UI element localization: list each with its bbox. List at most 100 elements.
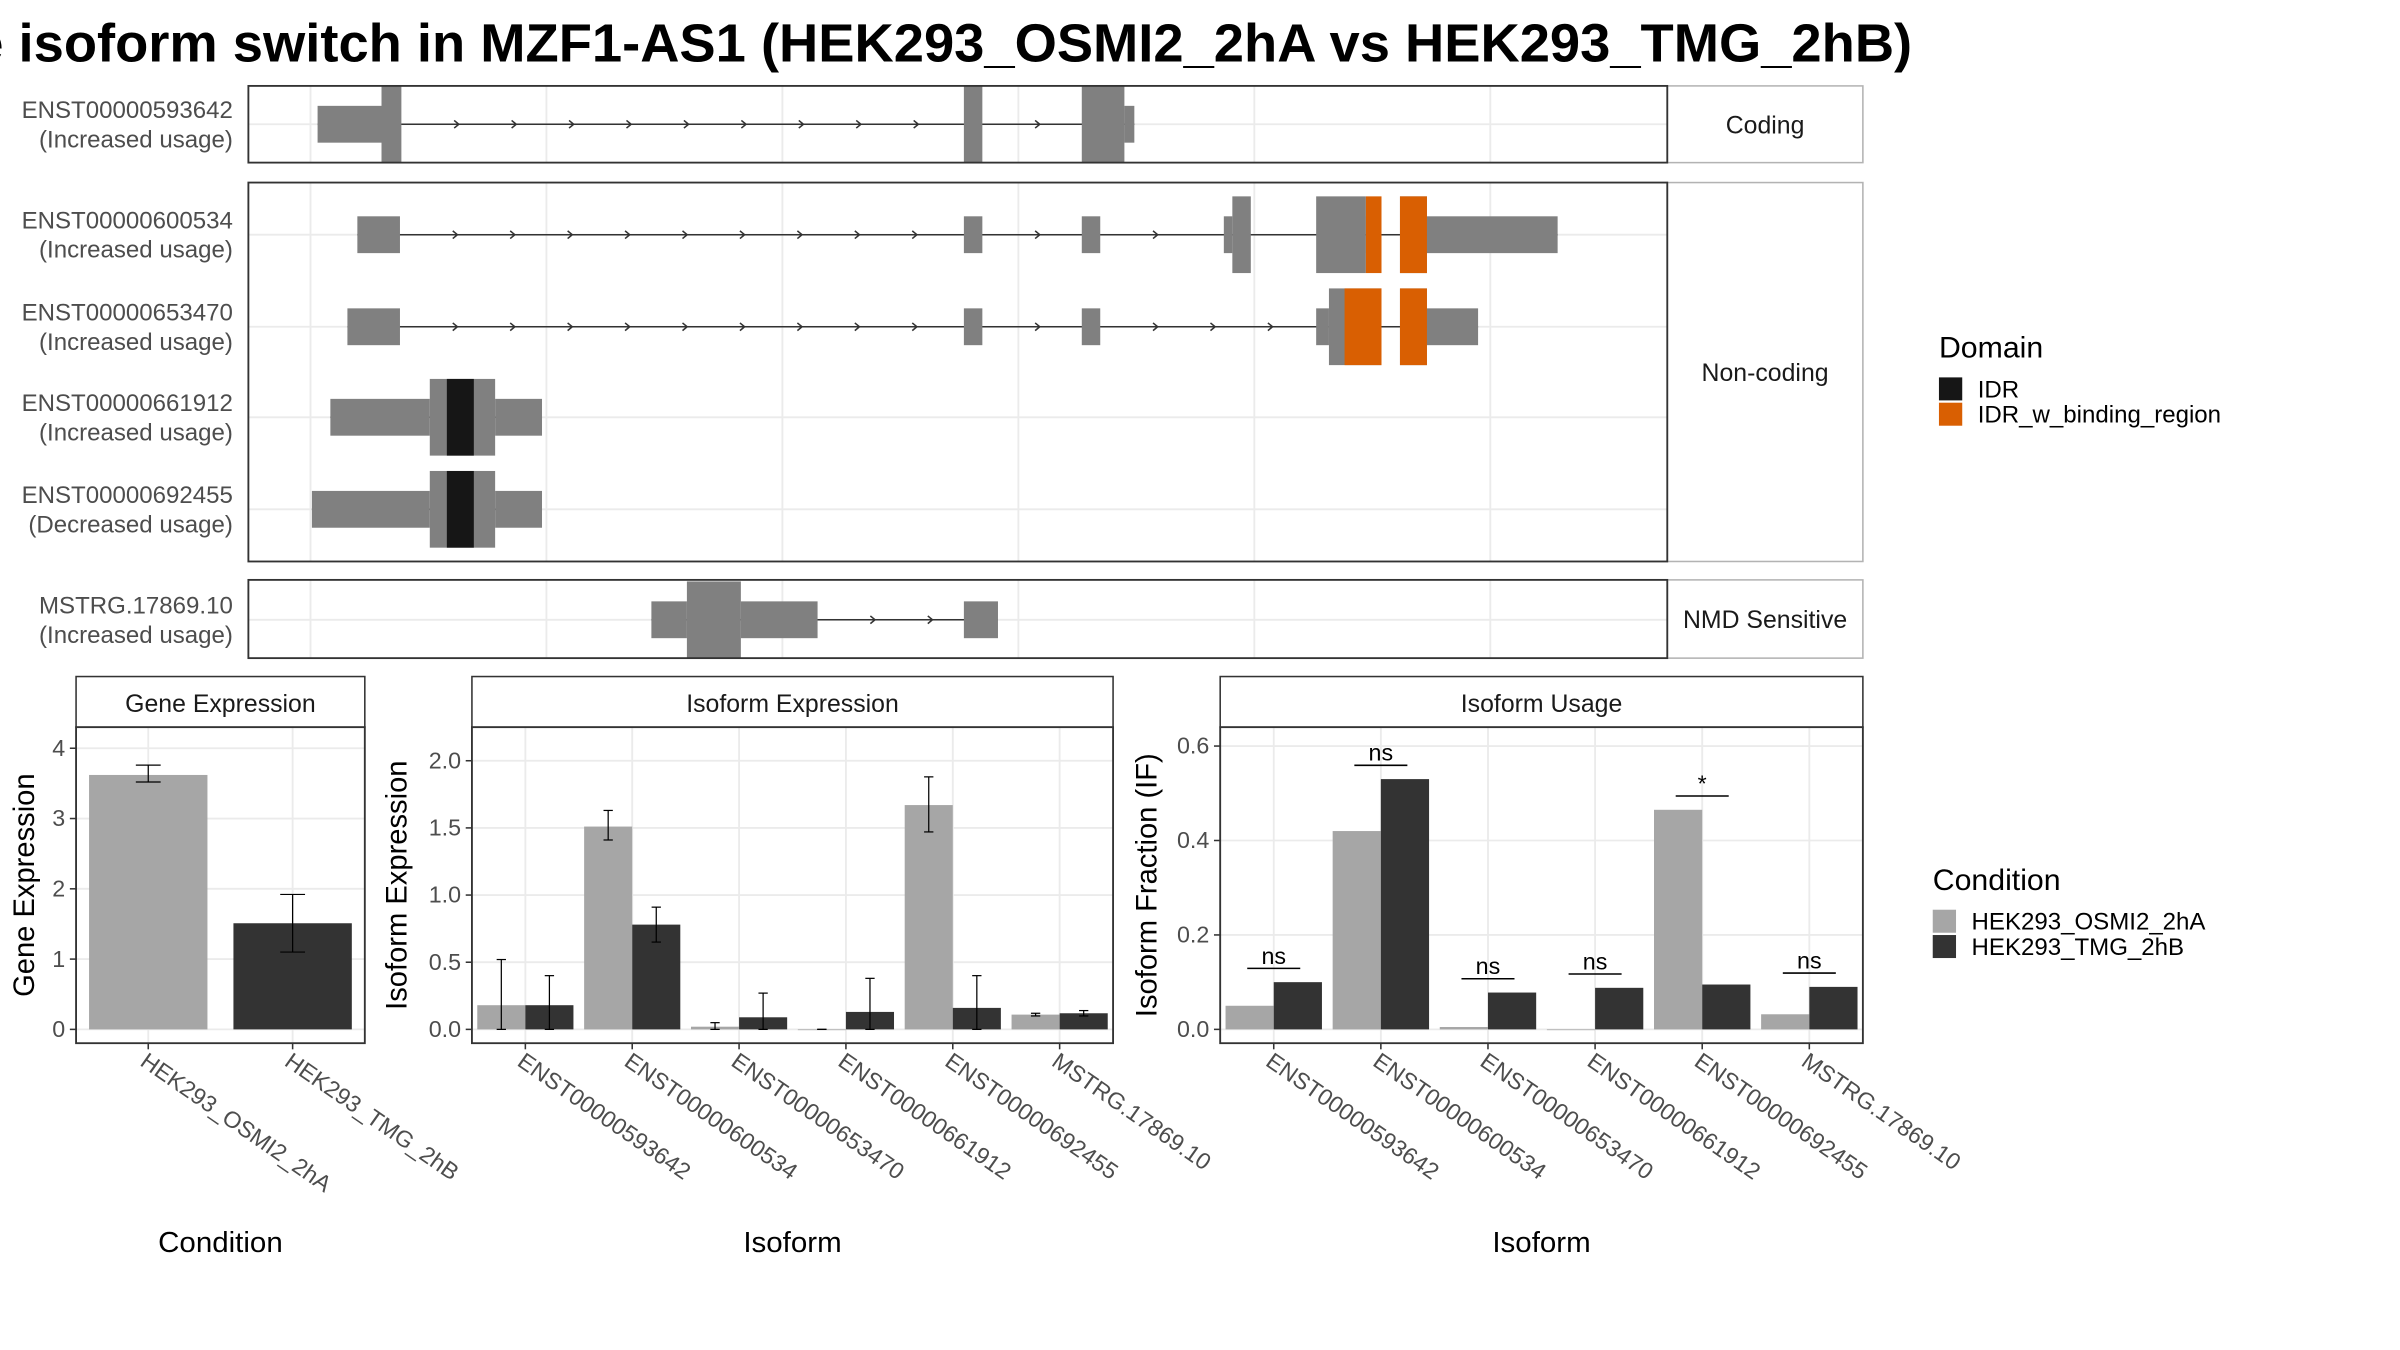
x-tick-label: ENST00000692455 xyxy=(941,1048,1123,1185)
significance-label: ns xyxy=(1797,948,1822,974)
intron-arrow xyxy=(911,322,919,332)
y-tick-label: 0.0 xyxy=(1177,1016,1209,1042)
chart-panel-border xyxy=(1219,726,1864,1045)
intron-arrow xyxy=(509,322,517,332)
intron-arrow xyxy=(913,119,920,129)
chart-panel-bg xyxy=(1220,727,1863,1044)
exon-block xyxy=(1223,216,1233,254)
domain-legend-key xyxy=(1938,402,1963,426)
intron-arrow xyxy=(1034,322,1042,332)
transcript-usage-label: (Increased usage) xyxy=(39,419,233,446)
y-tick-label: 0.6 xyxy=(1177,733,1209,759)
intron-arrow xyxy=(682,230,689,240)
domain-legend-title: Domain xyxy=(1939,332,2043,365)
exon-block xyxy=(311,490,430,528)
intron-arrow xyxy=(568,119,575,129)
bar xyxy=(1225,1005,1274,1030)
transcript-id-label: MSTRG.17869.10 xyxy=(39,593,233,620)
intron-arrow xyxy=(1152,322,1159,332)
bar xyxy=(1273,982,1322,1030)
intron-arrow xyxy=(452,322,459,332)
y-tick-label: 3 xyxy=(52,805,65,831)
y-tick-label: 0.5 xyxy=(429,949,461,975)
protein-domain-block xyxy=(446,470,474,548)
group-strip-label: Non-coding xyxy=(1702,360,1829,387)
condition-legend-title: Condition xyxy=(1933,864,2061,897)
intron-arrow xyxy=(452,230,459,240)
exon-block xyxy=(1426,216,1558,254)
x-tick-label: ENST00000653470 xyxy=(1476,1048,1658,1185)
domain-legend-label: IDR xyxy=(1978,376,2019,403)
exon-block xyxy=(381,85,402,163)
chart-strip-title: Gene Expression xyxy=(125,691,316,718)
exon-block xyxy=(347,308,400,346)
chart-strip xyxy=(471,675,1114,728)
intron-arrow xyxy=(739,230,746,240)
exon-block xyxy=(1081,308,1101,346)
exon-block xyxy=(357,216,400,254)
intron-arrow xyxy=(624,230,631,240)
chart-panel-border xyxy=(75,726,366,1045)
bar xyxy=(1059,1013,1108,1030)
structure-panel-border xyxy=(247,84,1669,164)
bar xyxy=(1332,831,1381,1030)
structure-panel-border xyxy=(247,578,1669,660)
protein-domain-block xyxy=(446,378,474,456)
y-tick-label: 0.4 xyxy=(1177,827,1209,853)
condition-legend-key xyxy=(1932,935,1957,959)
exon-block xyxy=(1232,196,1251,274)
y-tick-label: 4 xyxy=(52,735,65,761)
intron-arrow xyxy=(624,322,631,332)
intron-arrow xyxy=(869,615,877,625)
group-strip-label: NMD Sensitive xyxy=(1683,607,1847,634)
y-tick-label: 2.0 xyxy=(429,748,461,774)
protein-domain-block xyxy=(1399,196,1427,274)
intron-arrow xyxy=(854,230,861,240)
intron-arrow xyxy=(1267,322,1274,332)
y-tick-label: 0.0 xyxy=(429,1016,461,1042)
intron-arrow xyxy=(854,322,861,332)
protein-domain-block xyxy=(1344,288,1382,366)
intron-arrow xyxy=(740,119,748,129)
exon-block xyxy=(963,216,983,254)
structure-panel-border xyxy=(247,181,1669,563)
exon-block xyxy=(740,601,818,639)
intron-arrow xyxy=(1034,119,1042,129)
x-axis-title: Condition xyxy=(158,1226,283,1259)
bar xyxy=(1011,1014,1060,1030)
chart-strip xyxy=(1219,675,1864,728)
x-tick-label: ENST00000593642 xyxy=(513,1048,695,1185)
y-axis-title: Isoform Fraction (IF) xyxy=(1130,753,1163,1017)
condition-legend-label: HEK293_OSMI2_2hA xyxy=(1972,909,2206,936)
bar xyxy=(1439,1027,1488,1030)
significance-label: ns xyxy=(1583,949,1608,975)
exon-block xyxy=(963,308,983,346)
significance-label: * xyxy=(1698,771,1707,797)
intron-arrow xyxy=(739,322,746,332)
x-axis-title: Isoform xyxy=(743,1226,841,1259)
exon-block xyxy=(1316,196,1366,274)
domain-legend-label: IDR_w_binding_region xyxy=(1978,402,2221,429)
bar xyxy=(904,805,953,1030)
exon-block xyxy=(963,85,983,163)
intron-arrow xyxy=(511,119,518,129)
transcript-id-label: ENST00000661912 xyxy=(22,390,233,417)
y-tick-label: 0 xyxy=(52,1016,65,1042)
intron-arrow xyxy=(1152,230,1159,240)
exon-block xyxy=(495,398,543,436)
bar xyxy=(1380,779,1430,1030)
x-tick-label: ENST00000661912 xyxy=(834,1048,1016,1185)
condition-legend-key xyxy=(1932,909,1957,933)
intron-arrow xyxy=(567,322,574,332)
chart-panel-border xyxy=(470,726,1115,1045)
intron-arrow xyxy=(855,119,863,129)
transcript-id-label: ENST00000600534 xyxy=(22,208,233,235)
protein-domain-block xyxy=(1399,288,1427,366)
exon-block xyxy=(1124,105,1135,143)
intron-arrow xyxy=(453,119,461,129)
intron-arrow xyxy=(567,230,574,240)
x-tick-label: ENST00000600534 xyxy=(620,1048,803,1185)
exon-block xyxy=(651,601,687,639)
protein-domain-block xyxy=(1365,196,1382,274)
